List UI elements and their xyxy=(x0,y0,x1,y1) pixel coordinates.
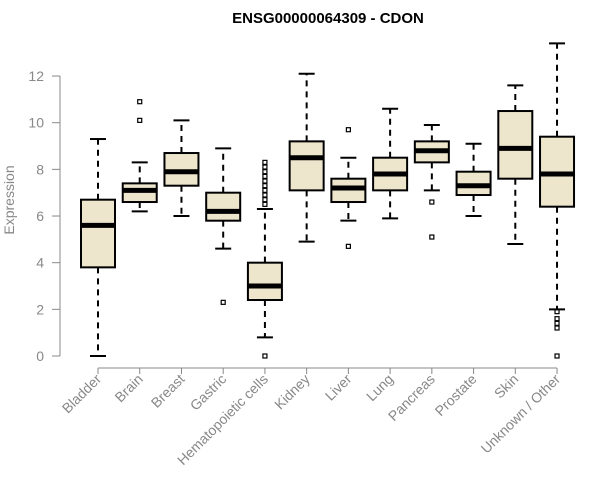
outlier-point xyxy=(554,320,560,326)
outlier-point xyxy=(137,117,143,123)
x-tick-label: Breast xyxy=(148,371,188,411)
outlier-point xyxy=(262,178,268,184)
outlier-point xyxy=(262,169,268,175)
y-tick-label: 6 xyxy=(36,208,44,224)
iqr-box xyxy=(205,191,242,222)
y-axis-label: Expression xyxy=(1,165,17,234)
box-brain xyxy=(121,99,158,213)
iqr-box xyxy=(497,110,534,180)
x-tick-label: Skin xyxy=(491,371,522,402)
iqr-box xyxy=(80,198,116,269)
box-liver xyxy=(330,127,367,249)
outlier-point xyxy=(262,192,268,198)
box-pancreas xyxy=(413,124,450,240)
outlier-point xyxy=(262,187,268,193)
box-kidney xyxy=(288,72,325,243)
x-tick-label: Lung xyxy=(363,371,396,404)
y-tick-label: 12 xyxy=(28,68,44,84)
y-tick-label: 10 xyxy=(28,115,44,131)
y-tick-label: 0 xyxy=(36,348,44,364)
outlier-point xyxy=(137,99,143,105)
boxes-group xyxy=(80,42,576,359)
outlier-point xyxy=(554,309,560,315)
x-tick-label: Bladder xyxy=(59,371,105,417)
box-prostate xyxy=(455,142,492,218)
outlier-point xyxy=(345,127,351,133)
iqr-box xyxy=(288,140,325,192)
x-tick-label: Kidney xyxy=(271,371,313,413)
box-lung xyxy=(372,107,409,220)
y-tick-label: 8 xyxy=(36,161,44,177)
x-tick-label: Brain xyxy=(111,371,145,405)
outlier-point xyxy=(262,183,268,189)
outlier-point xyxy=(262,159,268,165)
outlier-point xyxy=(262,201,268,207)
chart-title: ENSG00000064309 - CDON xyxy=(232,10,424,27)
outlier-point xyxy=(429,234,435,240)
outlier-point xyxy=(345,243,351,249)
box-gastric xyxy=(205,147,242,305)
outlier-point xyxy=(554,316,560,322)
outlier-point xyxy=(262,197,268,203)
box-unknown-other xyxy=(539,42,576,359)
y-axis-ticks: 0 2 4 6 8 10 12 xyxy=(28,68,60,364)
y-tick-label: 4 xyxy=(36,255,44,271)
box-hematopoietic-cells xyxy=(246,159,283,359)
outlier-point xyxy=(554,353,560,359)
x-tick-label: Liver xyxy=(322,371,355,404)
box-bladder xyxy=(80,138,116,357)
x-tick-label: Prostate xyxy=(432,371,480,419)
outlier-point xyxy=(262,353,268,359)
outlier-point xyxy=(262,173,268,179)
y-tick-label: 2 xyxy=(36,301,44,317)
outlier-point xyxy=(220,299,226,305)
iqr-box xyxy=(246,261,283,302)
box-skin xyxy=(497,84,534,246)
box-breast xyxy=(163,119,200,218)
outlier-point xyxy=(429,199,435,205)
x-tick-label: Unknown / Other xyxy=(478,371,564,457)
outlier-point xyxy=(262,164,268,170)
outlier-point xyxy=(554,325,560,331)
